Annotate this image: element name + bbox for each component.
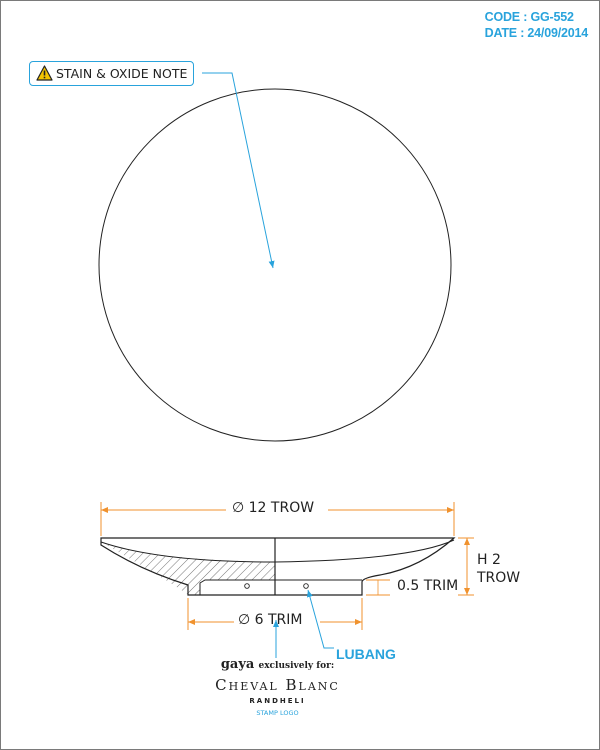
title-block: CODE : GG-552 DATE : 24/09/2014: [484, 9, 589, 41]
plate-section-view: [100, 537, 456, 596]
warning-icon: [36, 65, 53, 81]
logo-brand: gaya: [220, 657, 255, 672]
lubang-label: LUBANG: [336, 646, 396, 662]
product-code: CODE : GG-552: [484, 10, 574, 24]
lubang-leader-line: [306, 589, 334, 649]
height-label-line2: TROW: [477, 570, 521, 586]
hole-left: [244, 583, 250, 589]
hole-right: [303, 583, 309, 589]
logo-exclusive: exclusively for:: [258, 661, 335, 671]
drawing-date: DATE : 24/09/2014: [484, 26, 589, 40]
foot-height-label: 0.5 TRIM: [397, 578, 459, 594]
section-hatch: [101, 542, 275, 595]
diameter-top-label: ∅ 12 TROW: [232, 500, 315, 516]
plate-top-view: [98, 88, 452, 442]
note-label: STAIN & OXIDE NOTE: [56, 66, 188, 81]
plate-outline: [100, 537, 456, 596]
note-leader-line: [202, 72, 275, 269]
logo-brand-line: gaya exclusively for:: [0, 656, 555, 675]
dimension-lines: [100, 502, 474, 630]
foot-inner-line: [199, 579, 362, 595]
height-label-line1: H 2: [477, 552, 501, 568]
stamp-logo-caption: STAMP LOGO: [256, 709, 299, 717]
diameter-bottom-label: ∅ 6 TRIM: [238, 612, 303, 628]
logo-name: Cheval Blanc: [215, 676, 340, 694]
stamp-logo: gaya exclusively for: Cheval Blanc RANDH…: [0, 656, 555, 719]
logo-location: RANDHELI: [249, 697, 306, 705]
stain-oxide-note: STAIN & OXIDE NOTE: [29, 61, 195, 86]
